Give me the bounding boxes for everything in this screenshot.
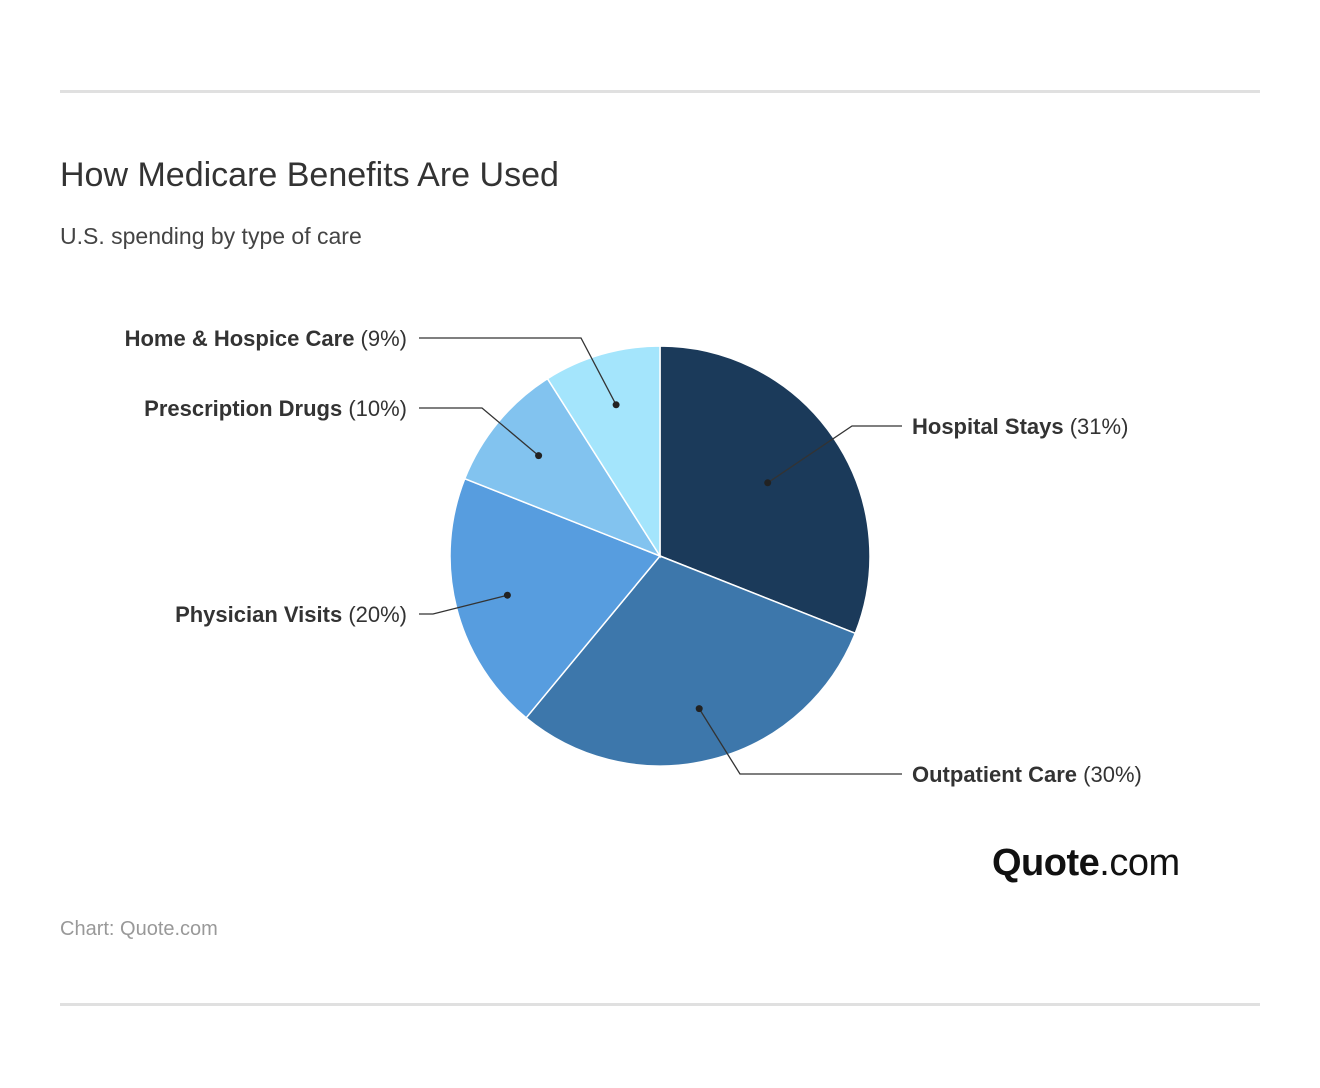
slice-label-value: (10%) (342, 396, 407, 421)
slice-label-value: (9%) (354, 326, 407, 351)
slice-labels: Hospital Stays (31%) Outpatient Care (30%… (125, 326, 1142, 787)
slice-label-value: (31%) (1064, 414, 1129, 439)
leader-line-home-and-hospice-care (419, 337, 617, 406)
slice-label-name: Physician Visits (175, 602, 342, 627)
chart-source: Chart: Quote.com (60, 918, 218, 940)
slice-label-name: Outpatient Care (912, 762, 1077, 787)
slice-label-prescription-drugs: Prescription Drugs (10%) (144, 396, 407, 421)
leader-lines (419, 337, 902, 775)
leader-dot-hospital-stays (764, 479, 772, 487)
slice-label-name: Home & Hospice Care (125, 326, 355, 351)
top-divider (60, 90, 1260, 93)
slice-label-value: (30%) (1077, 762, 1142, 787)
leader-dot-outpatient-care (695, 705, 703, 713)
quote-logo: Quote.com (992, 842, 1180, 885)
leader-line-hospital-stays (767, 425, 902, 484)
leader-dot-prescription-drugs (535, 452, 543, 460)
slice-label-outpatient-care: Outpatient Care (30%) (912, 762, 1142, 787)
logo-bold-text: Quote (992, 842, 1100, 884)
logo-light-text: .com (1099, 842, 1180, 884)
leader-dot-physician-visits (503, 591, 511, 599)
slice-label-physician-visits: Physician Visits (20%) (175, 602, 407, 627)
leader-line-outpatient-care (698, 708, 902, 775)
chart-title: How Medicare Benefits Are Used (60, 156, 559, 194)
leader-line-prescription-drugs (419, 407, 540, 457)
chart-subtitle: U.S. spending by type of care (60, 223, 362, 249)
slice-label-name: Hospital Stays (912, 414, 1064, 439)
slice-label-value: (20%) (342, 602, 407, 627)
slice-label-home-and-hospice-care: Home & Hospice Care (9%) (125, 326, 407, 351)
leader-dot-home-and-hospice-care (612, 401, 620, 409)
pie-slices (449, 345, 871, 767)
slice-label-hospital-stays: Hospital Stays (31%) (912, 414, 1128, 439)
bottom-divider (60, 1003, 1260, 1006)
pie-slice-home-and-hospice-care (546, 345, 661, 559)
pie-slice-outpatient-care (525, 555, 857, 767)
leader-line-physician-visits (419, 594, 508, 615)
slice-label-name: Prescription Drugs (144, 396, 342, 421)
